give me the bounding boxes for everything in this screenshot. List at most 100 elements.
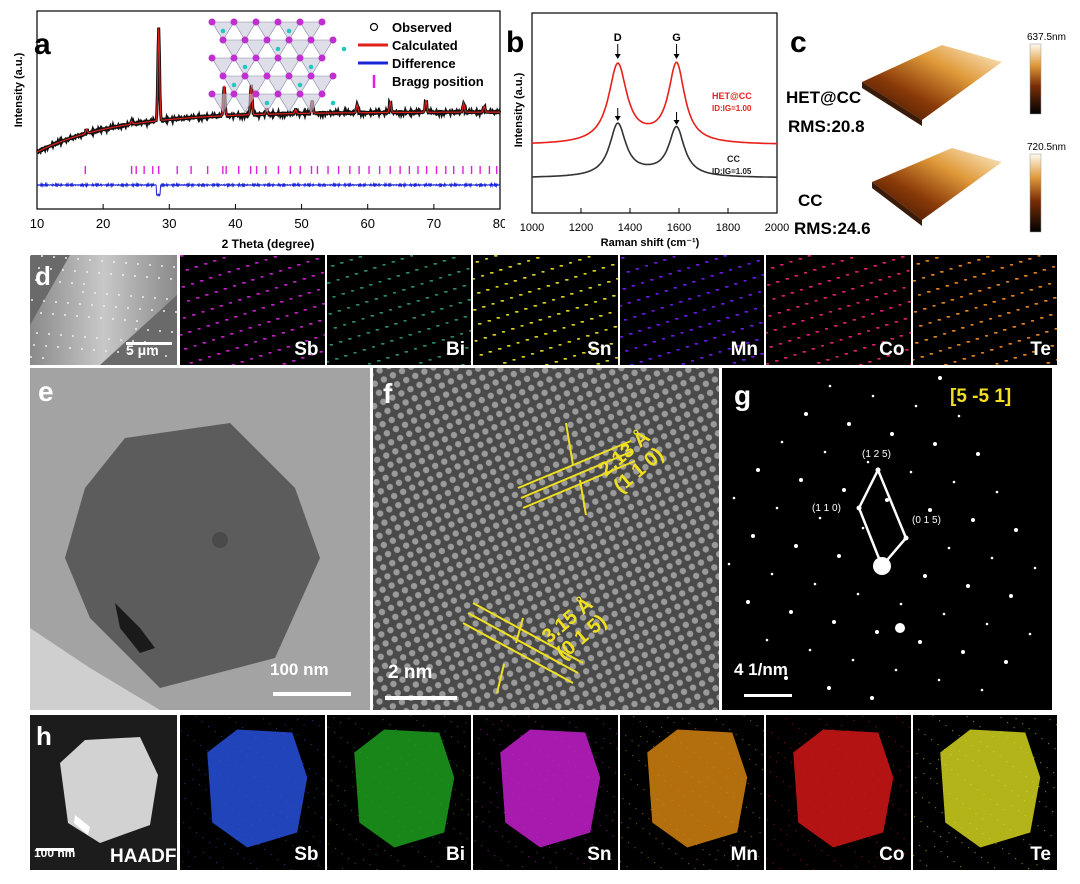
eds-d-map-label: Mn (730, 339, 758, 360)
afm-hetcc-rms: RMS:20.8 (788, 117, 865, 136)
saed-spot (780, 440, 784, 444)
saed-spot (827, 686, 831, 690)
raman-cc-series (532, 122, 777, 178)
crystal-atom (329, 36, 337, 44)
sem-particle (69, 347, 71, 349)
saed-spot (871, 394, 875, 398)
afm-hetcc-sample: HET@CC (786, 88, 861, 107)
sem-particle (124, 319, 126, 321)
sem-particle (76, 315, 78, 317)
eds-d-map-label: Co (879, 339, 905, 360)
sem-particle (166, 298, 168, 300)
saed-pattern: (1 2 5) (1 1 0) (0 1 5) (722, 368, 1052, 710)
crystal-atom (263, 72, 271, 80)
crystal-atom (208, 54, 216, 62)
saed-spot (990, 556, 994, 560)
crystal-octahedron (211, 93, 235, 113)
sem-particle (171, 331, 173, 333)
saed-spot (813, 582, 817, 586)
legend-bragg: Bragg position (392, 74, 484, 89)
sem-particle (89, 259, 91, 261)
sem-particle (74, 270, 76, 272)
saed-spot (1009, 594, 1013, 598)
saed-spot (937, 678, 941, 682)
eds-h-map-sn: Sn (473, 715, 618, 870)
eds-d-map-label: Sn (587, 339, 612, 360)
sem-particle (158, 277, 160, 279)
eds-d-map-label: Te (1030, 339, 1051, 360)
sem-particle (53, 256, 55, 258)
eds-d-map-sn: Sn (473, 255, 618, 365)
crystal-octahedron (255, 57, 279, 77)
crystal-atom (230, 18, 238, 26)
sem-particle (36, 332, 38, 334)
afm-hetcc-surface (862, 45, 1002, 120)
crystal-atom (230, 54, 238, 62)
raman-g-band-label: G (672, 32, 681, 44)
saed-spot (832, 620, 836, 624)
xrd-xlabel: 2 Theta (degree) (222, 237, 315, 251)
sem-particle (55, 301, 57, 303)
haadf-scale-bar (36, 848, 74, 851)
eds-h-map-mn: Mn (619, 715, 764, 870)
sem-particle (33, 344, 35, 346)
sem-particle (112, 318, 114, 320)
raman-hetcc-ratio: ID:IG=1.00 (712, 104, 752, 113)
eds-d-map-texture (326, 255, 471, 365)
crystal-octahedron (211, 57, 235, 77)
sem-particle (93, 349, 95, 351)
saed-spot (942, 612, 946, 616)
sem-particle (82, 291, 84, 293)
crystal-atom (231, 82, 237, 88)
xrd-ylabel: Intensity (a.u.) (13, 52, 25, 127)
crystal-octahedron (266, 75, 290, 95)
sem-particle (118, 294, 120, 296)
eds-h-map-texture (473, 715, 618, 870)
saed-spot (808, 648, 812, 652)
saed-spot (746, 600, 750, 604)
hrtem-lattice (373, 368, 719, 710)
sem-particle (165, 355, 167, 357)
saed-spot (837, 554, 841, 558)
saed-spot (847, 422, 851, 426)
sem-particle (35, 279, 37, 281)
xrd-xtick-label: 60 (360, 216, 374, 231)
saed-spot (971, 518, 975, 522)
afm-hetcc-side (862, 82, 922, 126)
saed-spot (918, 640, 922, 644)
sem-particle (127, 307, 129, 309)
crystal-atom (263, 36, 271, 44)
saed-spot (933, 442, 937, 446)
xrd-xtick-label: 50 (294, 216, 308, 231)
saed-spot (1004, 660, 1008, 664)
crystal-octahedron (299, 21, 323, 41)
saed-spot (770, 572, 774, 576)
eds-d-map-label: Bi (446, 339, 465, 360)
sem-particle (47, 280, 49, 282)
eds-d-map-texture (619, 255, 764, 365)
saed-spot (866, 460, 870, 464)
sem-particle (100, 317, 102, 319)
afm-cc-rms: RMS:24.6 (794, 219, 871, 238)
crystal-atom (274, 18, 282, 26)
crystal-atom (274, 90, 282, 98)
saed-spot (856, 592, 860, 596)
saed-spot (980, 688, 984, 692)
crystal-atom (297, 82, 303, 88)
saed-spot (938, 376, 942, 380)
raman-xtick-label: 1600 (667, 222, 691, 234)
saed-spot (875, 630, 879, 634)
saed-scale-bar (744, 694, 792, 697)
sem-scale-label: 5 μm (126, 342, 159, 358)
afm-hetcc-colorbar (1029, 43, 1042, 115)
raman-xtick-label: 1400 (618, 222, 642, 234)
crystal-atom (252, 18, 260, 26)
eds-h-map-label: Bi (446, 844, 465, 865)
panel-label-b: b (506, 26, 525, 59)
saed-spot (923, 574, 927, 578)
xrd-xtick-label: 40 (228, 216, 242, 231)
eds-d-map-mn: Mn (619, 255, 764, 365)
sem-particle (30, 255, 31, 256)
sem-particle (142, 296, 144, 298)
crystal-atom (296, 18, 304, 26)
